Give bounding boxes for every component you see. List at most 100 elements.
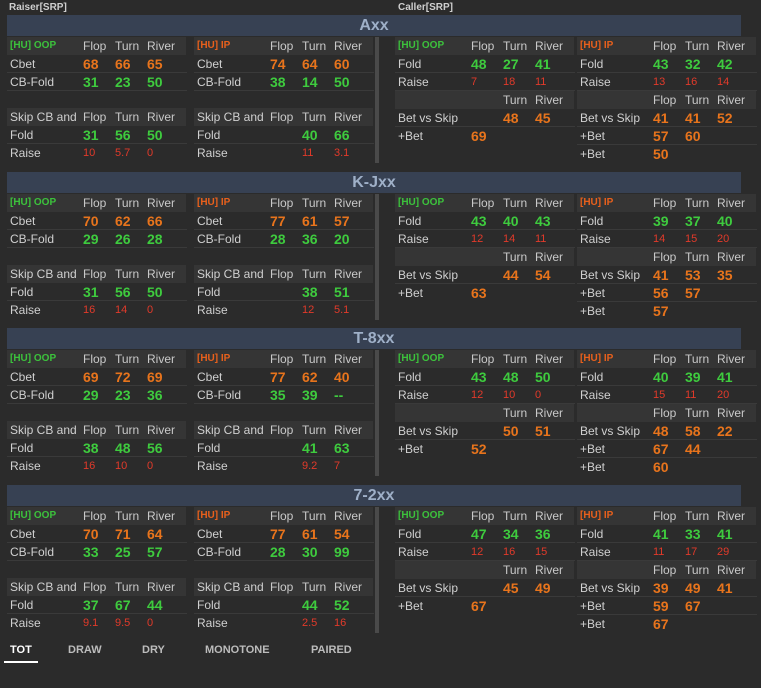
caller-oop-block: [HU] OOP Flop Turn River Fold 43 40 43 Raise 12 14… [395,194,575,302]
stat-value: 68 [83,56,99,72]
stat-value: 77 [270,526,286,542]
tab-monotone[interactable]: MONOTONE [205,644,270,656]
stat-value: 70 [83,213,99,229]
stat-value [716,145,756,163]
stat-value: 43 [535,213,551,229]
stat-value: 33 [685,526,701,542]
hu-ip-tag: [HU] IP [577,507,654,525]
stat-row: Cbet 77 61 57 [194,212,374,230]
stat-value: 48 [503,369,519,385]
row-label: Fold [10,285,34,299]
caller-oop-block: [HU] OOP Flop Turn River Fold 48 27 41 Raise 7 18 1… [395,37,575,145]
skip-row: Fold 40 66 [194,126,374,144]
column-header: Flop [652,194,686,212]
stat-value: 36 [302,231,318,247]
stat-value: 3.1 [334,147,350,159]
stat-value: 34 [503,526,519,542]
raiser-ip-block: [HU] IP Flop Turn River Cbet 74 64 60 CB-Fold 38 1… [194,37,374,162]
bet-row: Bet vs Skip 44 54 [395,266,575,284]
spacer [194,248,374,265]
table-header-row: [HU] OOP Flop Turn River [395,194,575,212]
stat-value: 67 [653,616,669,632]
stat-value: 41 [685,110,701,126]
stat-value: 12 [302,304,315,316]
stat-row: Fold 43 32 42 [577,55,757,73]
row-label: +Bet [580,460,606,474]
row-label: +Bet [398,599,424,613]
table-header-row: [HU] OOP Flop Turn River [7,194,187,212]
stat-value: 38 [270,74,286,90]
table-header-row: [HU] OOP Flop Turn River [395,350,575,368]
table-header-row: [HU] IP Flop Turn River [194,194,374,212]
board-section-t-8xx: T-8xx [HU] OOP Flop Turn River Cbet 69 72 69 CB-F… [0,328,761,483]
stat-value: 50 [334,74,350,90]
row-label: CB-Fold [10,232,55,246]
stat-value [716,458,756,476]
bet-row: +Bet 67 44 [577,440,757,458]
skip-row: Fold 37 67 44 [7,596,187,614]
skip-header-row: Skip CB and Flop Turn River [7,108,187,126]
column-header: River [333,194,373,212]
table-header-row: [HU] OOP Flop Turn River [395,507,575,525]
bet-header-row: Flop Turn River [577,91,757,109]
stat-value: 47 [471,526,487,542]
bet-row: +Bet 63 [395,284,575,302]
blank-cell [470,561,504,579]
column-header: Flop [82,194,116,212]
raiser-oop-block: [HU] OOP Flop Turn River Cbet 69 72 69 CB-Fold 29… [7,350,187,475]
hu-ip-tag: [HU] IP [577,37,654,55]
column-header: River [716,507,756,525]
skip-row: Raise 16 14 0 [7,301,187,319]
stat-row: Cbet 68 66 65 [7,55,187,73]
stat-value: 41 [653,267,669,283]
table-header-row: [HU] IP Flop Turn River [194,350,374,368]
stat-value: 50 [653,146,669,162]
skip-header-row: Skip CB and Flop Turn River [194,421,374,439]
stat-value: 27 [503,56,519,72]
stat-row: Raise 14 15 20 [577,230,757,248]
column-header: Flop [470,507,504,525]
column-header: Turn [502,507,536,525]
spacer [7,561,187,578]
caller-ip-block: [HU] IP Flop Turn River Fold 39 37 40 Raise 14 15 2… [577,194,757,320]
stat-value: 0 [535,389,542,401]
blank-cell [470,91,504,109]
column-header: Turn [301,37,335,55]
stat-value: 44 [147,597,163,613]
stat-value: 49 [535,580,551,596]
stat-value: 16 [83,460,96,472]
stat-value: 54 [334,526,350,542]
column-header: River [146,37,186,55]
tab-tot[interactable]: TOT [4,639,38,663]
stat-row: Cbet 74 64 60 [194,55,374,73]
column-header: Flop [82,421,116,439]
blank-cell [395,248,472,266]
row-label: Fold [197,598,221,612]
skip-header-row: Skip CB and Flop Turn River [194,265,374,283]
row-label: Fold [197,285,221,299]
column-header: Flop [269,578,303,596]
bet-row: Bet vs Skip 48 45 [395,109,575,127]
column-header: Flop [82,578,116,596]
row-label: Raise [398,545,429,559]
bet-header-row: Flop Turn River [577,248,757,266]
caller-ip-block: [HU] IP Flop Turn River Fold 40 39 41 Raise 15 11 2… [577,350,757,476]
tab-paired[interactable]: PAIRED [311,644,352,656]
tab-draw[interactable]: DRAW [68,644,102,656]
column-header: River [534,404,574,422]
section-title: Axx [7,15,741,36]
row-label: +Bet [580,129,606,143]
stat-value: 44 [685,441,701,457]
stat-value [502,127,536,145]
stat-row: CB-Fold 28 30 99 [194,543,374,561]
stat-value: 29 [83,231,99,247]
stat-value: 64 [302,56,318,72]
column-header: Flop [269,507,303,525]
stat-row: Fold 43 48 50 [395,368,575,386]
row-label: Fold [398,57,422,71]
row-label: CB-Fold [10,75,55,89]
column-header: Flop [269,37,303,55]
stat-value [269,144,303,162]
tab-dry[interactable]: DRY [142,644,165,656]
stat-value [684,458,718,476]
